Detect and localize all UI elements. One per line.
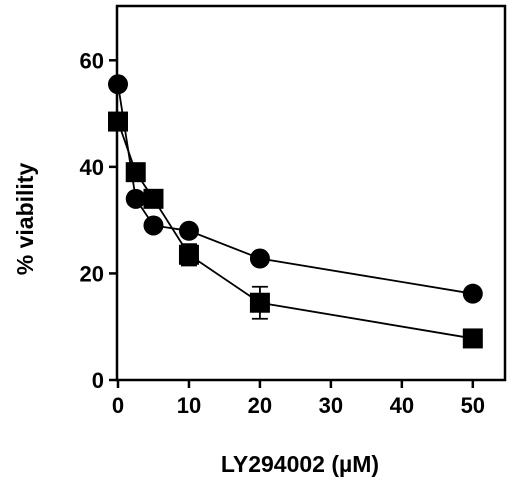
y-tick-label: 40	[80, 155, 104, 180]
series-line	[117, 121, 473, 340]
data-point-circle	[143, 215, 164, 236]
series-2-square	[108, 111, 483, 349]
y-tick-label: 60	[80, 48, 104, 73]
data-point-circle	[108, 74, 128, 95]
x-tick-label: 0	[112, 393, 124, 418]
y-axis-ticks: 0 20 40 60	[80, 48, 117, 393]
x-tick-label: 40	[390, 393, 414, 418]
x-tick-label: 10	[177, 393, 201, 418]
plot-border	[115, 4, 507, 382]
data-point-square	[143, 188, 164, 209]
x-tick-label: 50	[461, 393, 485, 418]
series-line	[117, 84, 473, 295]
data-point-circle	[178, 220, 199, 241]
series-1-circle	[108, 74, 483, 304]
data-point-square	[108, 111, 128, 132]
plot-frame	[115, 4, 507, 382]
x-axis-ticks: 0 10 20 30 40 50	[112, 380, 485, 418]
x-axis-title: LY294002 (µM)	[221, 451, 379, 477]
x-tick-label: 30	[319, 393, 343, 418]
data-point-square	[462, 328, 483, 349]
y-axis-title: % viability	[12, 163, 38, 276]
data-point-square	[249, 292, 270, 313]
data-point-circle	[125, 188, 146, 209]
x-tick-label: 20	[248, 393, 272, 418]
y-tick-label: 0	[92, 368, 104, 393]
series-layer	[108, 74, 483, 349]
data-point-square	[178, 244, 199, 265]
y-tick-label: 20	[80, 261, 104, 286]
data-point-circle	[249, 248, 270, 269]
data-point-circle	[462, 283, 483, 304]
data-point-square	[125, 162, 146, 183]
